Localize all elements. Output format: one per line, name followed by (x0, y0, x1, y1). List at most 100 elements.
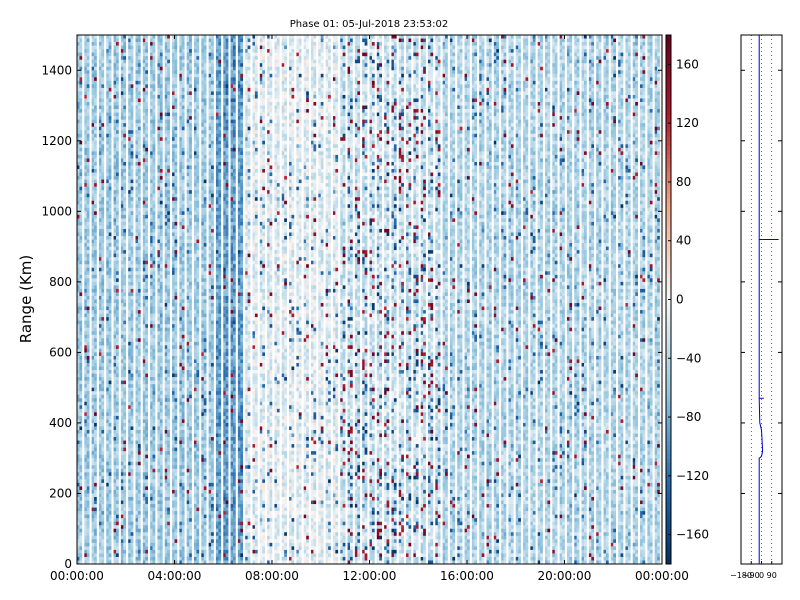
heatmap-cell (87, 56, 90, 60)
heatmap-cell (101, 402, 104, 406)
heatmap-cell (123, 39, 126, 43)
heatmap-cell (92, 342, 95, 346)
heatmap-cell (94, 250, 97, 254)
heatmap-cell (84, 275, 87, 279)
heatmap-cell (99, 109, 102, 113)
heatmap-cell (131, 501, 134, 505)
heatmap-cell (92, 98, 95, 102)
heatmap-cell (94, 240, 97, 244)
heatmap-cell (84, 328, 87, 332)
heatmap-cell (94, 102, 97, 106)
heatmap-cell (114, 515, 117, 519)
heatmap-cell (92, 123, 95, 127)
heatmap-cell (121, 345, 124, 349)
heatmap-cell (121, 39, 124, 43)
heatmap-cell (116, 529, 119, 533)
heatmap-cell (121, 405, 124, 409)
heatmap-cell (136, 134, 139, 138)
heatmap-cell (106, 208, 109, 212)
heatmap-cell (99, 49, 102, 53)
heatmap-cell (114, 183, 117, 187)
heatmap-cell (106, 225, 109, 229)
heatmap-cell (87, 232, 90, 236)
heatmap-cell (131, 165, 134, 169)
heatmap-cell (94, 405, 97, 409)
heatmap-cell (92, 215, 95, 219)
heatmap-cell (87, 268, 90, 272)
heatmap-cell (106, 282, 109, 286)
heatmap-cell (84, 158, 87, 162)
heatmap-cell (106, 451, 109, 455)
heatmap-cell (123, 70, 126, 74)
heatmap-cell (123, 113, 126, 117)
heatmap-cell (116, 300, 119, 304)
heatmap-cell (87, 98, 90, 102)
heatmap-cell (109, 441, 112, 445)
heatmap-cell (92, 141, 95, 145)
heatmap-cell (92, 490, 95, 494)
heatmap-cell (123, 148, 126, 152)
heatmap-cell (101, 275, 104, 279)
heatmap-cell (84, 543, 87, 547)
heatmap-cell (99, 63, 102, 67)
heatmap-cell (114, 63, 117, 67)
heatmap-cell (92, 314, 95, 318)
heatmap-cell (106, 268, 109, 272)
heatmap-cell (116, 363, 119, 367)
heatmap-cell (92, 116, 95, 120)
heatmap-cell (114, 331, 117, 335)
heatmap-cell (131, 423, 134, 427)
heatmap-cell (106, 444, 109, 448)
heatmap-cell (109, 515, 112, 519)
heatmap-cell (92, 151, 95, 155)
heatmap-cell (94, 215, 97, 219)
heatmap-cell (106, 342, 109, 346)
heatmap-cell (128, 384, 131, 388)
heatmap-cell (131, 169, 134, 173)
heatmap-cell (99, 70, 102, 74)
heatmap-cell (106, 123, 109, 127)
heatmap-cell (99, 338, 102, 342)
heatmap-cell (128, 254, 131, 258)
heatmap-cell (131, 84, 134, 88)
heatmap-cell (123, 384, 126, 388)
heatmap-cell (99, 416, 102, 420)
heatmap-cell (123, 123, 126, 127)
heatmap-cell (128, 317, 131, 321)
heatmap-cell (101, 49, 104, 53)
heatmap-cell (79, 381, 82, 385)
heatmap-cell (116, 60, 119, 64)
heatmap-cell (92, 476, 95, 480)
heatmap-cell (99, 356, 102, 360)
heatmap-cell (109, 416, 112, 420)
heatmap-cell (94, 74, 97, 78)
heatmap-cell (94, 127, 97, 131)
heatmap-cell (106, 155, 109, 159)
heatmap-cell (131, 247, 134, 251)
heatmap-cell (123, 455, 126, 459)
heatmap-cell (131, 49, 134, 53)
heatmap-cell (116, 215, 119, 219)
heatmap-cell (114, 557, 117, 561)
heatmap-cell (131, 419, 134, 423)
heatmap-cell (106, 254, 109, 258)
heatmap-cell (114, 553, 117, 557)
heatmap-cell (131, 434, 134, 438)
heatmap-cell (106, 113, 109, 117)
heatmap-cell (106, 232, 109, 236)
heatmap-cell (128, 74, 131, 78)
heatmap-cell (131, 536, 134, 540)
heatmap-cell (109, 261, 112, 265)
heatmap-cell (123, 416, 126, 420)
heatmap-cell (79, 275, 82, 279)
heatmap-cell (92, 444, 95, 448)
heatmap-cell (101, 261, 104, 265)
heatmap-cell (131, 187, 134, 191)
heatmap-cell (84, 448, 87, 452)
heatmap-cell (87, 173, 90, 177)
heatmap-cell (121, 46, 124, 50)
heatmap-cell (131, 321, 134, 325)
heatmap-cell (87, 127, 90, 131)
heatmap-cell (79, 356, 82, 360)
heatmap-cell (109, 455, 112, 459)
